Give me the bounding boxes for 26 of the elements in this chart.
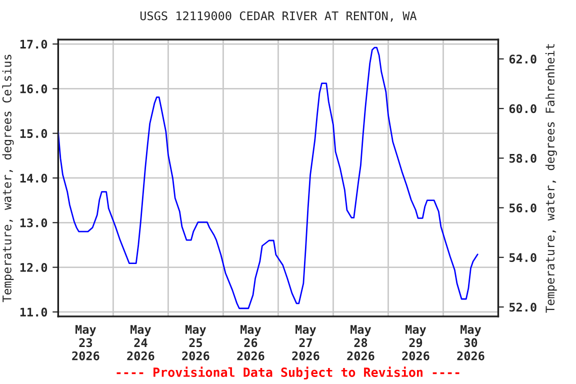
- x-tick-label: May 28 2026: [347, 325, 374, 360]
- y-tick-label: 11.0: [20, 308, 48, 317]
- x-tick-label: May 27 2026: [292, 325, 320, 360]
- chart-title: USGS 12119000 CEDAR RIVER AT RENTON, WA: [140, 11, 417, 22]
- line-series: [58, 46, 478, 310]
- x-tick-label: May 25 2026: [182, 325, 210, 360]
- x-tick-label: May 30 2026: [457, 325, 484, 360]
- y2-tick-label: 58.0: [509, 154, 536, 163]
- y-tick-label: 16.0: [20, 84, 48, 94]
- x-tick-label: May 26 2026: [237, 325, 264, 360]
- y2-tick-label: 56.0: [509, 203, 536, 212]
- x-tick-label: May 23 2026: [72, 325, 100, 360]
- y2-tick-label: 60.0: [509, 104, 536, 114]
- y2-axis-title: Temperature, water, degrees Fahrenheit: [545, 44, 557, 313]
- y-tick-label: 13.0: [20, 218, 48, 228]
- text: ---- Provisional Data Subject to Revision ----: [116, 366, 460, 380]
- y2-tick-label: 62.0: [509, 54, 536, 64]
- y-tick-label: 12.0: [20, 263, 48, 272]
- y2-tick-label: 54.0: [509, 253, 536, 262]
- y-tick-label: 17.0: [20, 40, 48, 49]
- y-axis-title: Temperature, water, degrees Celsius: [2, 54, 14, 302]
- y-tick-label: 15.0: [20, 129, 48, 138]
- y2-tick-label: 52.0: [509, 302, 536, 312]
- x-tick-label: May 29 2026: [402, 325, 430, 360]
- y-tick-label: 14.0: [20, 174, 48, 183]
- x-tick-label: May 24 2026: [127, 325, 154, 360]
